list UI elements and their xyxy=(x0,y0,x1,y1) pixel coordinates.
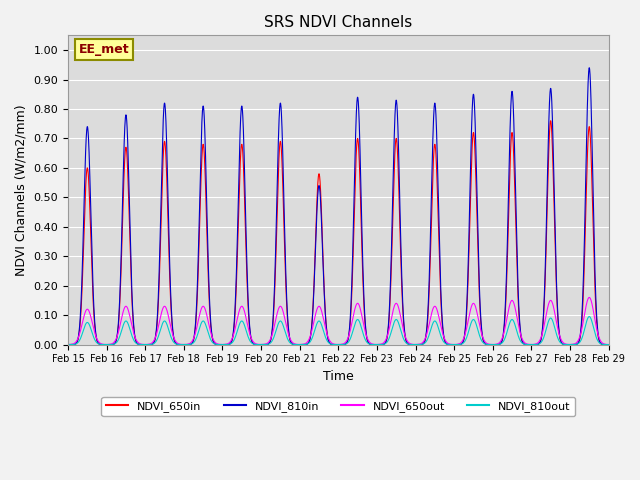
NDVI_810in xyxy=(265,340,273,346)
NDVI_650in xyxy=(601,342,609,348)
NDVI_650out xyxy=(605,342,612,348)
NDVI_650in xyxy=(490,342,497,348)
NDVI_810in xyxy=(308,324,316,329)
Y-axis label: NDVI Channels (W/m2/mm): NDVI Channels (W/m2/mm) xyxy=(15,104,28,276)
NDVI_650out xyxy=(308,328,316,334)
NDVI_650in xyxy=(509,134,516,140)
NDVI_810out xyxy=(64,342,72,348)
X-axis label: Time: Time xyxy=(323,370,354,383)
NDVI_810out xyxy=(308,336,316,342)
NDVI_810out xyxy=(509,317,516,323)
NDVI_650in xyxy=(265,341,273,347)
NDVI_650out xyxy=(265,339,273,345)
NDVI_810in xyxy=(64,342,72,348)
NDVI_650out xyxy=(601,341,609,347)
Line: NDVI_650out: NDVI_650out xyxy=(68,298,609,345)
NDVI_650in xyxy=(308,322,316,328)
Line: NDVI_810out: NDVI_810out xyxy=(68,317,609,345)
NDVI_810out xyxy=(586,314,593,320)
NDVI_650out xyxy=(490,342,497,348)
NDVI_810out xyxy=(605,342,612,348)
NDVI_650out xyxy=(391,301,399,307)
Line: NDVI_810in: NDVI_810in xyxy=(68,68,609,345)
NDVI_810in xyxy=(391,112,399,118)
NDVI_650in xyxy=(391,148,399,154)
NDVI_810out xyxy=(265,341,273,347)
Text: EE_met: EE_met xyxy=(79,43,129,56)
NDVI_810out xyxy=(490,342,497,348)
NDVI_810out xyxy=(601,342,609,348)
NDVI_650out xyxy=(64,342,72,348)
NDVI_650out xyxy=(586,295,593,300)
NDVI_650in xyxy=(547,118,554,124)
NDVI_810in xyxy=(601,342,609,348)
NDVI_810in xyxy=(509,94,516,100)
Legend: NDVI_650in, NDVI_810in, NDVI_650out, NDVI_810out: NDVI_650in, NDVI_810in, NDVI_650out, NDV… xyxy=(101,396,575,416)
NDVI_810in xyxy=(586,65,593,71)
NDVI_810out xyxy=(391,318,399,324)
NDVI_650out xyxy=(509,298,516,304)
NDVI_810in xyxy=(605,342,612,348)
Title: SRS NDVI Channels: SRS NDVI Channels xyxy=(264,15,412,30)
NDVI_650in xyxy=(605,342,612,348)
NDVI_810in xyxy=(490,342,497,348)
NDVI_650in xyxy=(64,342,72,348)
Line: NDVI_650in: NDVI_650in xyxy=(68,121,609,345)
